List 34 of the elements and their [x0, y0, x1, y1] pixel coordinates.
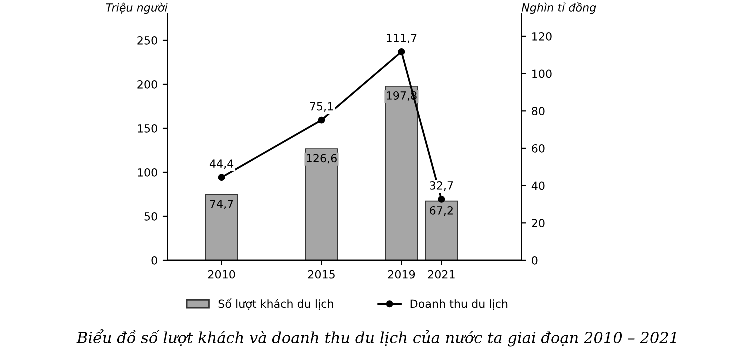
data-label: 44,4 [210, 160, 234, 170]
point [398, 48, 406, 56]
y2-tick-label: 0 [532, 256, 538, 265]
y-tick-label: 0 [152, 256, 158, 265]
y2-tick-label: 80 [532, 107, 545, 116]
y2-tick-label: 20 [532, 219, 545, 228]
data-label: 75,1 [310, 102, 334, 112]
bar [385, 86, 418, 260]
y-tick-label: 150 [138, 124, 158, 133]
legend-label: Số lượt khách du lịch [218, 298, 334, 310]
point [218, 174, 226, 182]
data-label: 111,7 [387, 34, 417, 44]
x-tick-label: 2010 [208, 270, 236, 279]
data-label: 32,7 [430, 181, 454, 192]
x-tick-label: 2015 [308, 270, 335, 279]
y2-tick-label: 60 [532, 144, 545, 153]
point [318, 116, 326, 124]
point [438, 196, 446, 203]
y-tick-label: 250 [138, 36, 158, 45]
y2-tick-label: 100 [532, 70, 552, 78]
y-axis-title: Triệu người [106, 2, 168, 14]
data-label: 67,2 [430, 206, 453, 216]
y-tick-label: 100 [138, 168, 158, 177]
data-label: 74,7 [210, 200, 234, 210]
x-tick-label: 2019 [388, 270, 416, 279]
text: Biểu đồ số lượt khách và doanh thu du lịch của nước ta giai đoạn 2010 – 2021 [76, 330, 676, 347]
data-label: 126,6 [307, 154, 337, 164]
y-tick-label: 50 [144, 212, 158, 221]
y2-axis-title: Nghìn tỉ đồng [522, 2, 596, 14]
y-tick-label: 200 [138, 80, 158, 89]
legend-label: Doanh thu du lịch [410, 300, 508, 310]
x-tick-label: 2021 [428, 270, 455, 279]
y2-tick-label: 40 [532, 182, 545, 190]
y2-tick-label: 120 [532, 32, 552, 41]
